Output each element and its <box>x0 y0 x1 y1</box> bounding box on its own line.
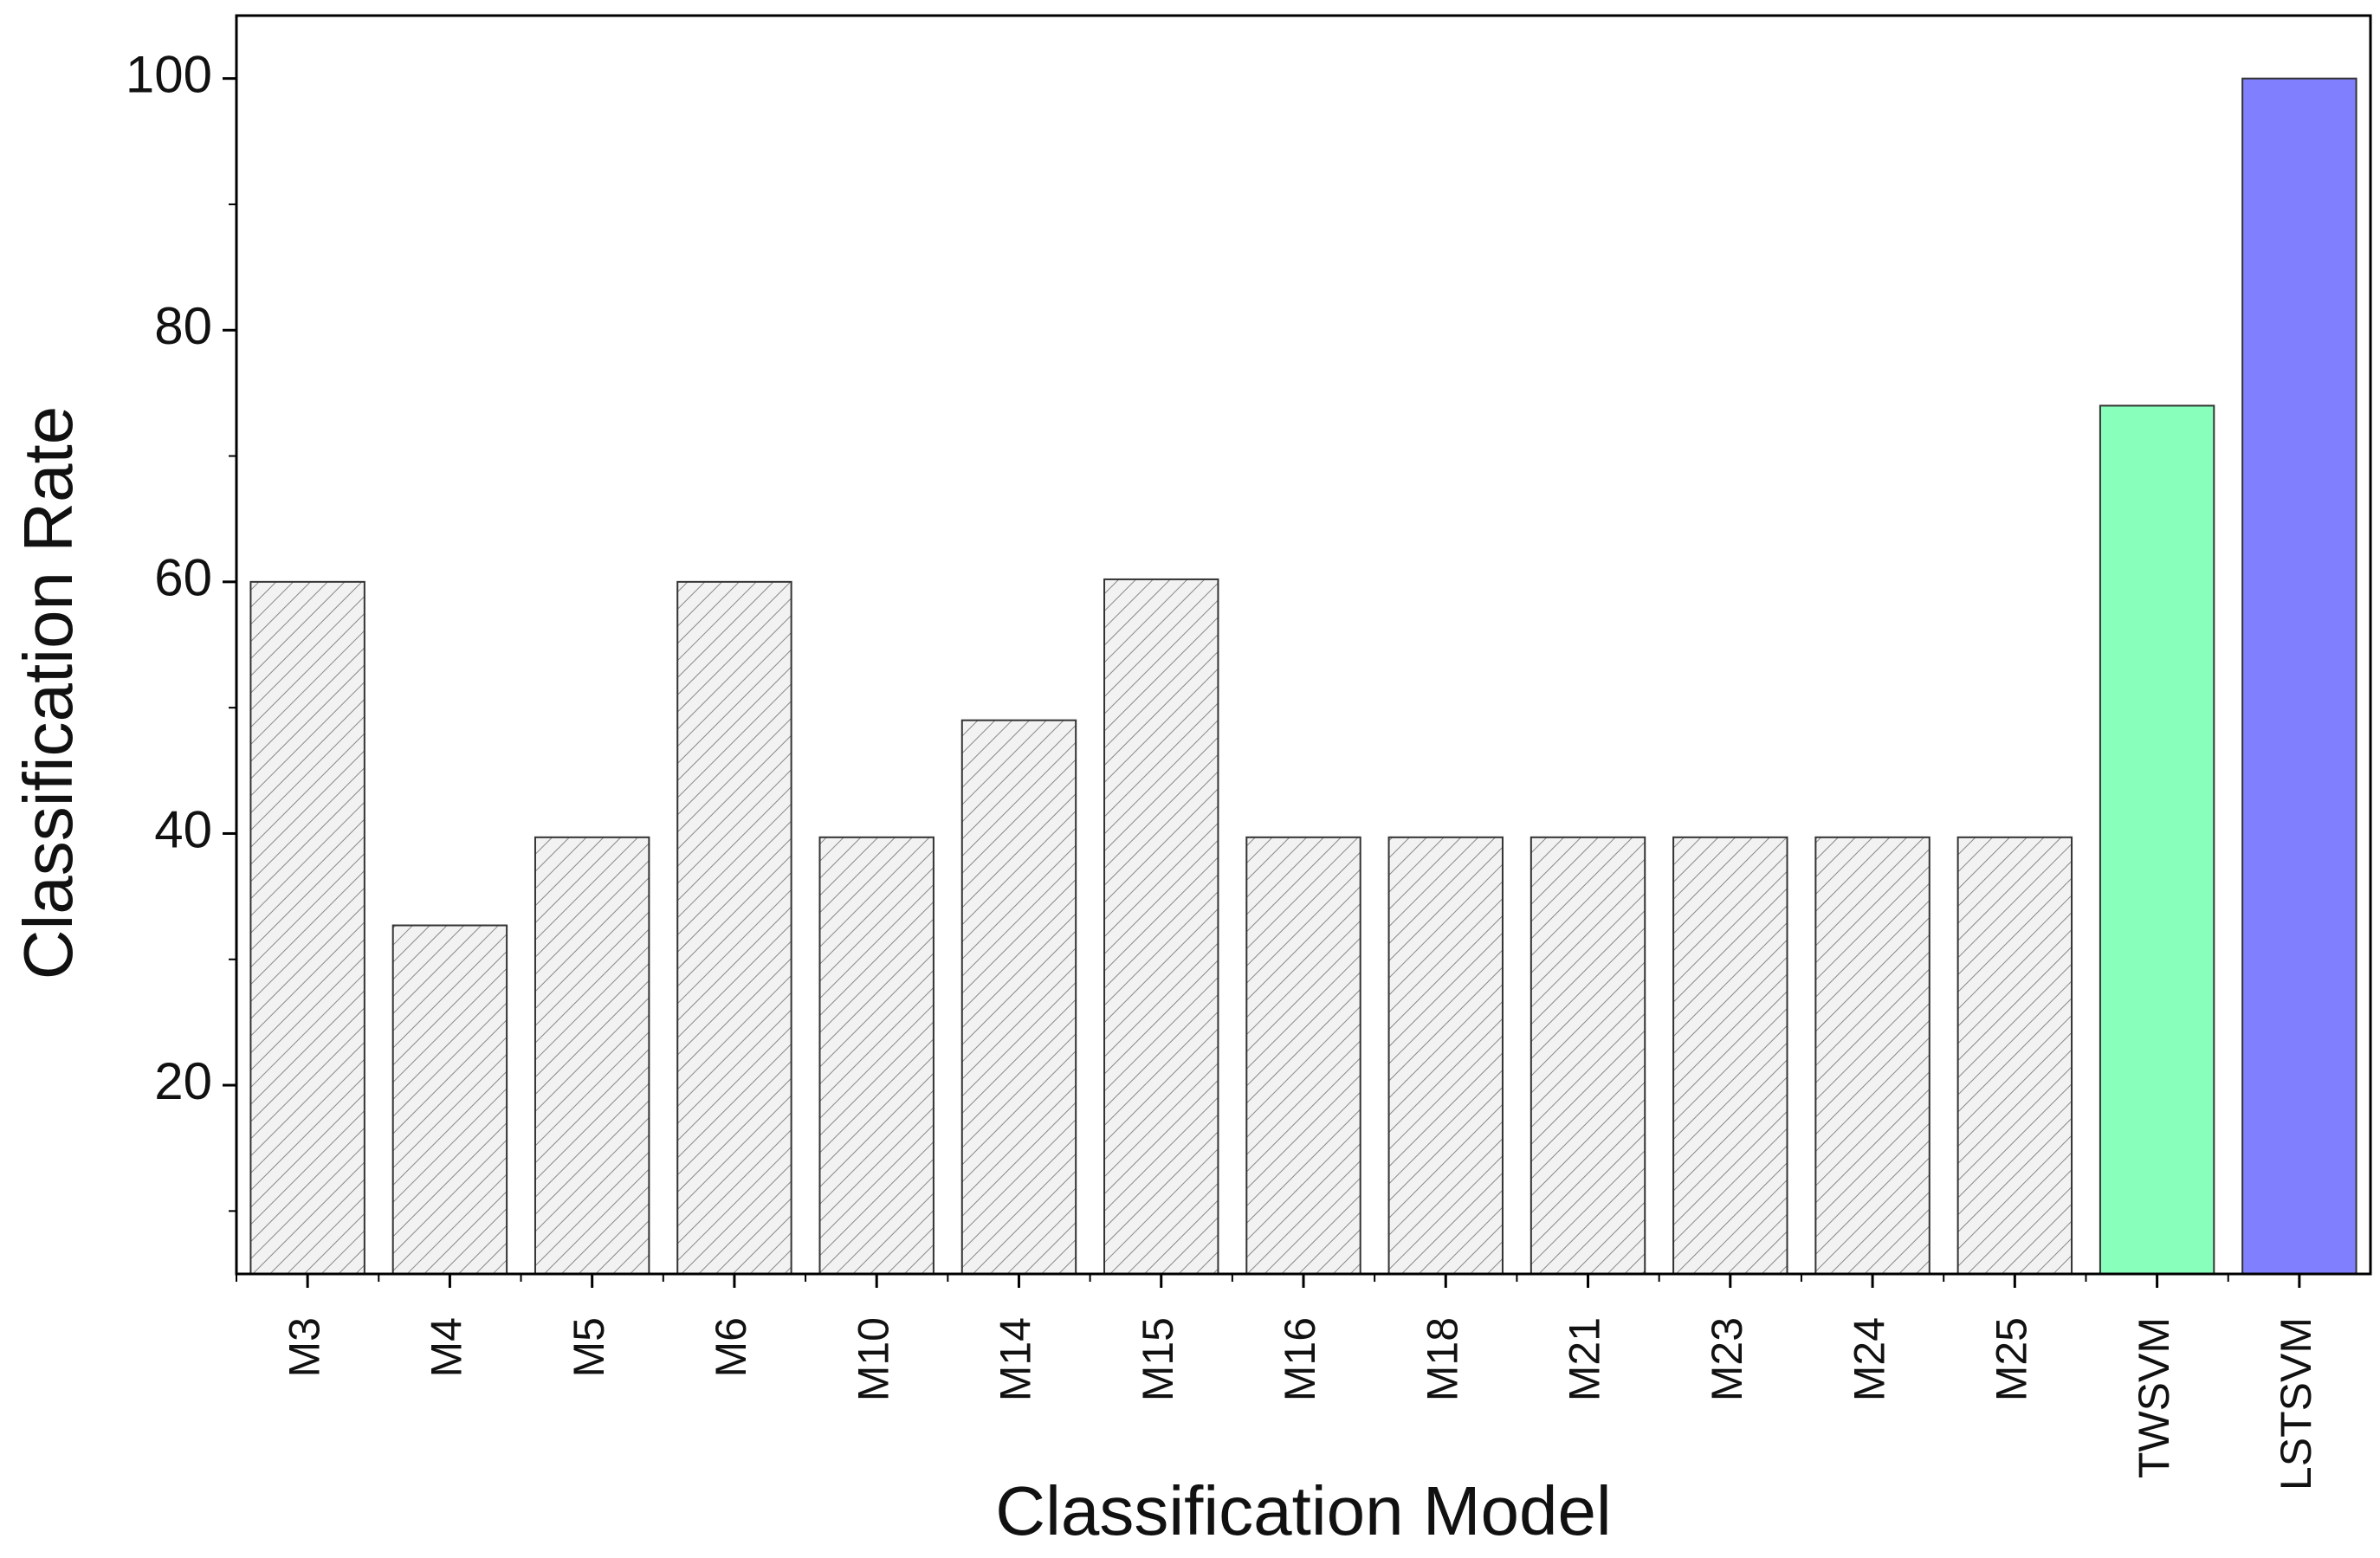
plot-frame <box>235 14 2372 1276</box>
x-tick-label: M16 <box>1276 1317 1324 1401</box>
bar <box>960 719 1077 1275</box>
x-tick-label: M15 <box>1134 1317 1182 1401</box>
x-tick-label: M3 <box>280 1317 328 1377</box>
x-tick-label: M25 <box>1988 1317 2036 1401</box>
y-tick-label: 40 <box>154 800 212 858</box>
y-tick-label: 80 <box>154 297 212 355</box>
bar <box>2241 77 2357 1275</box>
x-tick-label: M18 <box>1418 1317 1466 1401</box>
bar <box>818 836 935 1276</box>
y-tick-label: 100 <box>126 45 212 103</box>
bar <box>1530 836 1646 1276</box>
bar <box>1956 836 2073 1276</box>
x-tick-label: M6 <box>707 1317 755 1377</box>
bar <box>1814 836 1931 1276</box>
bar <box>1245 836 1361 1276</box>
bar <box>1103 578 1219 1275</box>
x-tick-label: LSTSVM <box>2272 1317 2320 1490</box>
x-tick-label: M14 <box>992 1317 1040 1401</box>
x-tick-label: M24 <box>1845 1317 1893 1401</box>
y-tick-label: 60 <box>154 549 212 607</box>
x-tick-label: M21 <box>1561 1317 1609 1401</box>
bar <box>1672 836 1788 1276</box>
bar <box>534 836 650 1276</box>
bar <box>676 580 792 1275</box>
bar <box>2099 404 2215 1275</box>
x-tick-label: M5 <box>565 1317 613 1377</box>
y-axis-title: Classification Rate <box>10 406 87 980</box>
x-tick-label: M4 <box>423 1317 471 1377</box>
x-tick-label: TWSVM <box>2130 1317 2178 1478</box>
y-tick-label: 20 <box>154 1052 212 1110</box>
x-tick-label: M23 <box>1703 1317 1751 1401</box>
bar <box>1387 836 1504 1276</box>
x-axis-title: Classification Model <box>995 1472 1611 1549</box>
bar <box>249 580 365 1275</box>
x-tick-label: M10 <box>849 1317 897 1401</box>
bar <box>391 924 508 1276</box>
